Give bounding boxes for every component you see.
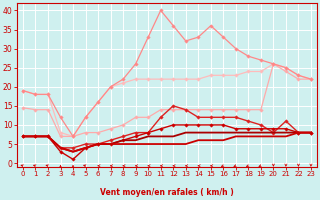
X-axis label: Vent moyen/en rafales ( km/h ): Vent moyen/en rafales ( km/h )	[100, 188, 234, 197]
